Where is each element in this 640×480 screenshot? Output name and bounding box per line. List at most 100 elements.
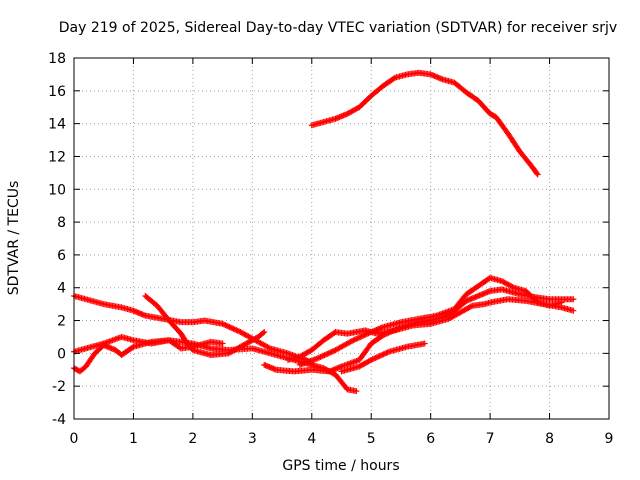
grid-lines: [74, 58, 609, 419]
x-tick-label: 9: [605, 431, 614, 447]
data-point: [325, 350, 332, 357]
y-tick-label: 2: [57, 314, 66, 330]
data-point: [369, 356, 376, 363]
data-point: [329, 348, 336, 355]
data-point: [261, 329, 268, 336]
data-point: [358, 333, 365, 340]
y-axis-label: SDTVAR / TECUs: [6, 181, 22, 296]
data-point: [373, 354, 380, 361]
data-point: [357, 334, 364, 341]
data-point: [421, 340, 428, 347]
data-point: [361, 332, 368, 339]
data-point: [233, 327, 240, 334]
data-point: [390, 75, 397, 82]
data-point: [362, 331, 369, 338]
plot-frame: [73, 57, 610, 420]
data-point: [229, 325, 236, 332]
series-arc-5: [142, 292, 268, 359]
data-point: [129, 344, 136, 351]
x-tick-label: 8: [545, 431, 554, 447]
data-point: [320, 352, 327, 359]
data-point: [355, 334, 362, 341]
y-tick-label: 6: [57, 248, 66, 264]
y-tick-label: 4: [57, 281, 66, 297]
y-tick-label: 16: [48, 84, 66, 100]
data-point: [317, 354, 324, 361]
data-point: [225, 323, 232, 330]
data-point: [570, 296, 577, 303]
data-point: [236, 328, 243, 335]
y-tick-label: 14: [48, 117, 66, 133]
y-tick-label: -2: [52, 379, 66, 395]
data-point: [328, 348, 335, 355]
data-markers: [71, 69, 577, 395]
x-axis-label: GPS time / hours: [282, 458, 399, 474]
data-point: [366, 329, 373, 336]
data-point: [219, 340, 226, 347]
series-arc-9: [296, 274, 565, 368]
x-tick-label: 3: [248, 431, 257, 447]
data-point: [353, 388, 360, 395]
data-point: [231, 326, 238, 333]
data-point: [226, 323, 233, 330]
x-tick-label: 5: [367, 431, 376, 447]
data-point: [219, 320, 226, 327]
data-point: [509, 283, 516, 290]
data-point: [375, 353, 382, 360]
data-point: [321, 352, 328, 359]
y-tick-label: 8: [57, 215, 66, 231]
data-point: [379, 351, 386, 358]
data-point: [366, 357, 373, 364]
data-point: [368, 356, 375, 363]
data-point: [570, 307, 577, 314]
data-point: [223, 322, 230, 329]
data-point: [265, 344, 272, 351]
chart-title: Day 219 of 2025, Sidereal Day-to-day VTE…: [59, 20, 617, 36]
x-tick-label: 2: [188, 431, 197, 447]
y-tick-label: 18: [48, 51, 66, 67]
data-point: [227, 324, 234, 331]
data-point: [220, 321, 227, 328]
data-point: [354, 335, 361, 342]
data-point: [370, 355, 377, 362]
data-point: [364, 330, 371, 337]
series-arc-1: [308, 69, 541, 178]
data-point: [377, 352, 384, 359]
data-point: [234, 327, 241, 334]
y-tick-label: 12: [48, 149, 66, 165]
y-tick-label: -4: [52, 412, 66, 428]
data-point: [349, 337, 356, 344]
data-point: [230, 325, 237, 332]
data-point: [380, 351, 387, 358]
x-tick-label: 4: [307, 431, 316, 447]
series-arc-8: [338, 340, 428, 375]
data-point: [318, 353, 325, 360]
data-point: [372, 355, 379, 362]
x-tick-label: 0: [70, 431, 79, 447]
data-point: [381, 350, 388, 357]
data-point: [331, 347, 338, 354]
data-point: [376, 353, 383, 360]
data-point: [353, 335, 360, 342]
data-point: [383, 349, 390, 356]
data-point: [467, 303, 474, 310]
x-tick-label: 6: [426, 431, 435, 447]
data-point: [222, 322, 229, 329]
y-tick-label: 0: [57, 346, 66, 362]
y-tick-label: 10: [48, 182, 66, 198]
data-point: [322, 351, 329, 358]
data-point: [384, 349, 391, 356]
data-point: [260, 330, 267, 337]
x-tick-label: 7: [486, 431, 495, 447]
data-point: [533, 170, 540, 177]
data-point: [534, 171, 541, 178]
data-point: [324, 350, 331, 357]
series-arc-4: [71, 337, 226, 375]
data-point: [359, 332, 366, 339]
data-point: [350, 337, 357, 344]
data-point: [351, 336, 358, 343]
data-point: [365, 330, 372, 337]
data-point: [314, 355, 321, 362]
